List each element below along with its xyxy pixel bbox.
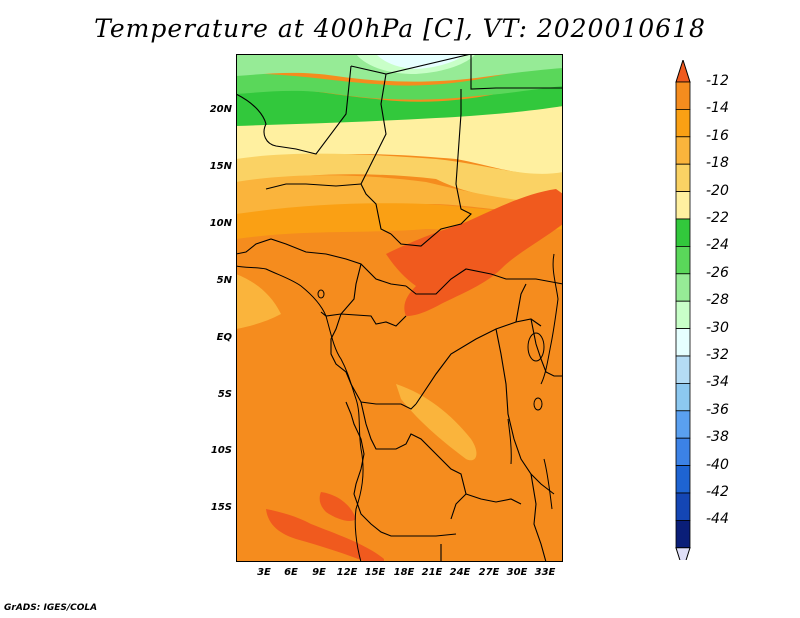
lat-label: 10S — [210, 445, 232, 456]
colorbar-swatch — [675, 410, 691, 439]
colorbar-swatch — [675, 465, 691, 494]
lon-label: 30E — [506, 567, 528, 578]
lat-label: EQ — [216, 332, 232, 343]
band-minus18 — [236, 175, 563, 219]
colorbar-swatch — [675, 136, 691, 165]
lat-label: 5S — [217, 389, 232, 400]
colorbar-label: -44 — [706, 511, 729, 528]
colorbar-label: -24 — [706, 237, 729, 254]
colorbar-swatch — [675, 109, 691, 138]
colorbar-bottom-arrow — [675, 547, 691, 560]
band-minus20 — [236, 153, 563, 204]
lon-label: 33E — [534, 567, 556, 578]
colorbar-label: -20 — [706, 182, 729, 199]
colorbar-swatch — [675, 300, 691, 329]
colorbar-label: -38 — [706, 429, 729, 446]
colorbar-swatch — [675, 273, 691, 302]
lat-label: 15S — [210, 502, 232, 513]
colorbar-label: -32 — [706, 347, 729, 363]
lon-label: 6E — [284, 567, 298, 578]
lat-label: 15N — [209, 161, 232, 172]
band-minus24 — [236, 84, 563, 126]
colorbar-swatch — [675, 492, 691, 521]
lon-label: 3E — [257, 567, 271, 578]
colorbar-label: -18 — [706, 155, 729, 172]
lon-label: 21E — [421, 567, 443, 578]
lon-label: 9E — [312, 567, 326, 578]
lakes — [317, 289, 553, 510]
band-minus32 — [376, 54, 466, 69]
colorbar-swatch — [675, 328, 691, 357]
colorbar-label: -36 — [706, 401, 729, 418]
colorbar-label: -34 — [706, 374, 729, 391]
map-border — [236, 54, 563, 562]
lat-label: 10N — [209, 218, 232, 229]
temperature-map — [236, 54, 563, 562]
colorbar-label: -30 — [706, 319, 729, 336]
lon-label: 27E — [478, 567, 500, 578]
colorbar-swatch — [675, 355, 691, 384]
lon-label: 12E — [336, 567, 358, 578]
colorbar-label: -28 — [706, 292, 729, 309]
colorbar-swatch — [675, 81, 691, 110]
map-title: Temperature at 400hPa [C], VT: 202001061… — [94, 14, 706, 43]
colorbar-label: -22 — [706, 210, 729, 226]
grads-credit: GrADS: IGES/COLA — [4, 603, 98, 613]
lat-label: 20N — [209, 104, 232, 115]
colorbar-label: -12 — [706, 73, 729, 89]
colorbar-swatch — [675, 218, 691, 247]
colorbar-label: -40 — [706, 456, 729, 473]
lon-label: 18E — [393, 567, 415, 578]
colorbar-label: -16 — [706, 127, 729, 144]
lat-label: 5N — [216, 275, 232, 286]
colorbar-swatch — [675, 191, 691, 220]
colorbar-swatch — [675, 437, 691, 467]
warm-core-south — [266, 509, 384, 562]
coastlines — [236, 253, 559, 562]
warm-core-sw — [319, 492, 356, 522]
colorbar-label: -26 — [706, 264, 729, 281]
colorbar-swatch — [675, 163, 691, 192]
colorbar-label: -14 — [706, 100, 729, 117]
colorbar-swatch — [675, 382, 691, 412]
colorbar-swatch — [675, 519, 691, 549]
colorbar-swatch — [675, 245, 691, 275]
lon-label: 15E — [364, 567, 386, 578]
colorbar — [675, 60, 691, 560]
colorbar-label: -42 — [706, 484, 729, 500]
colorbar-top-arrow — [675, 60, 691, 83]
cool-west-coast — [236, 274, 281, 329]
band-minus26 — [236, 66, 563, 100]
lon-label: 24E — [449, 567, 471, 578]
warm-core-central — [386, 189, 563, 316]
boundaries — [236, 54, 563, 562]
